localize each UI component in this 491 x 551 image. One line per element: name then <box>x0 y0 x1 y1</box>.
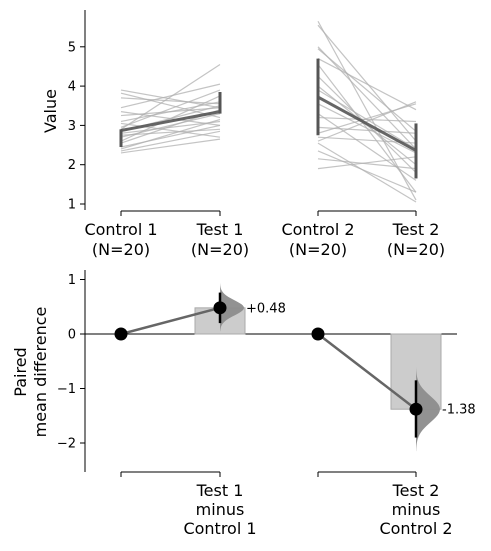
y-tick-label: 2 <box>68 158 76 173</box>
x-category-label: Control 1 (N=20) <box>84 220 157 259</box>
x-comparison-label: Test 2 minus Control 2 <box>379 481 452 538</box>
bootstrap-distribution <box>416 366 440 452</box>
paired-line <box>120 83 221 109</box>
difference-point <box>409 402 423 416</box>
paired-line <box>120 124 221 148</box>
paired-line <box>317 156 417 170</box>
bottom-y-axis-label: Pairedmean difference <box>11 307 50 438</box>
top-y-axis-label: Value <box>41 89 60 133</box>
paired-line <box>317 150 417 193</box>
paired-line <box>120 138 221 154</box>
difference-labels: +0.48 -1.38 <box>246 301 476 417</box>
y-tick-label: 0 <box>68 328 76 343</box>
bootstrap-distribution <box>220 282 244 332</box>
group-mean-line <box>120 110 221 132</box>
y-tick-label: 3 <box>68 119 76 134</box>
difference-value-label: +0.48 <box>246 301 286 316</box>
x-category-label: Test 1 (N=20) <box>191 220 249 259</box>
bootstrap-distributions <box>220 282 440 452</box>
paired-line <box>317 48 417 132</box>
difference-connector <box>120 306 221 336</box>
paired-line <box>120 95 221 142</box>
x-comparison-label: Test 1 minus Control 1 <box>183 481 256 538</box>
paired-line <box>317 113 417 181</box>
group-mean-lines <box>119 58 418 179</box>
top-x-axis: Control 1 (N=20) Test 1 (N=20) Control 2 (N=2… <box>84 210 445 259</box>
difference-connector-lines <box>120 306 417 411</box>
reference-point <box>114 327 128 341</box>
mean-difference-panel: +0.48-1.38 −2−101 Test 1 minus Control 1Te… <box>11 270 476 538</box>
bottom-y-axis: −2 −1 0 1 <box>57 270 86 472</box>
difference-value-label: -1.38 <box>442 403 476 418</box>
paired-line <box>120 118 221 150</box>
y-tick-label: −2 <box>57 437 76 452</box>
difference-connector <box>317 333 417 411</box>
y-tick-label: 1 <box>68 273 76 288</box>
y-tick-label: 1 <box>68 198 76 213</box>
x-category-label: Control 2 (N=20) <box>281 220 354 259</box>
paired-line <box>120 120 221 134</box>
x-category-label: Test 2 (N=20) <box>387 220 445 259</box>
paired-line <box>120 63 221 130</box>
paired-line <box>317 142 417 203</box>
paired-line <box>317 158 417 170</box>
reference-point <box>311 327 325 341</box>
y-tick-label: 4 <box>68 80 76 95</box>
top-y-axis: 1 2 3 4 5 <box>68 10 86 213</box>
paired-line <box>317 103 417 154</box>
paired-line <box>120 89 221 128</box>
paired-line <box>317 24 417 142</box>
bottom-x-axis: Test 1 minus Control 1 Test 2 minus Control 2 <box>120 471 453 538</box>
paired-line <box>317 101 417 142</box>
y-tick-label: −1 <box>57 382 76 397</box>
group-mean-line <box>317 95 417 152</box>
y-tick-label: 5 <box>68 40 76 55</box>
difference-points <box>114 292 423 438</box>
difference-point <box>213 301 227 315</box>
paired-line <box>317 116 417 123</box>
paired-line <box>120 130 221 152</box>
paired-line <box>317 58 417 111</box>
